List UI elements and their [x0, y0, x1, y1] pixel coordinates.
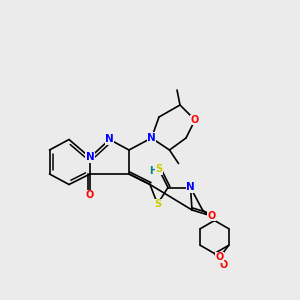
Text: N: N: [85, 152, 94, 163]
Text: N: N: [186, 182, 195, 193]
Text: N: N: [147, 133, 156, 143]
Text: N: N: [105, 134, 114, 145]
Text: S: S: [154, 199, 161, 209]
Text: O: O: [219, 260, 228, 271]
Text: S: S: [155, 164, 163, 175]
Text: H: H: [149, 166, 157, 176]
Text: O: O: [86, 190, 94, 200]
Text: O: O: [216, 252, 224, 262]
Text: O: O: [191, 115, 199, 125]
Text: O: O: [207, 211, 216, 221]
